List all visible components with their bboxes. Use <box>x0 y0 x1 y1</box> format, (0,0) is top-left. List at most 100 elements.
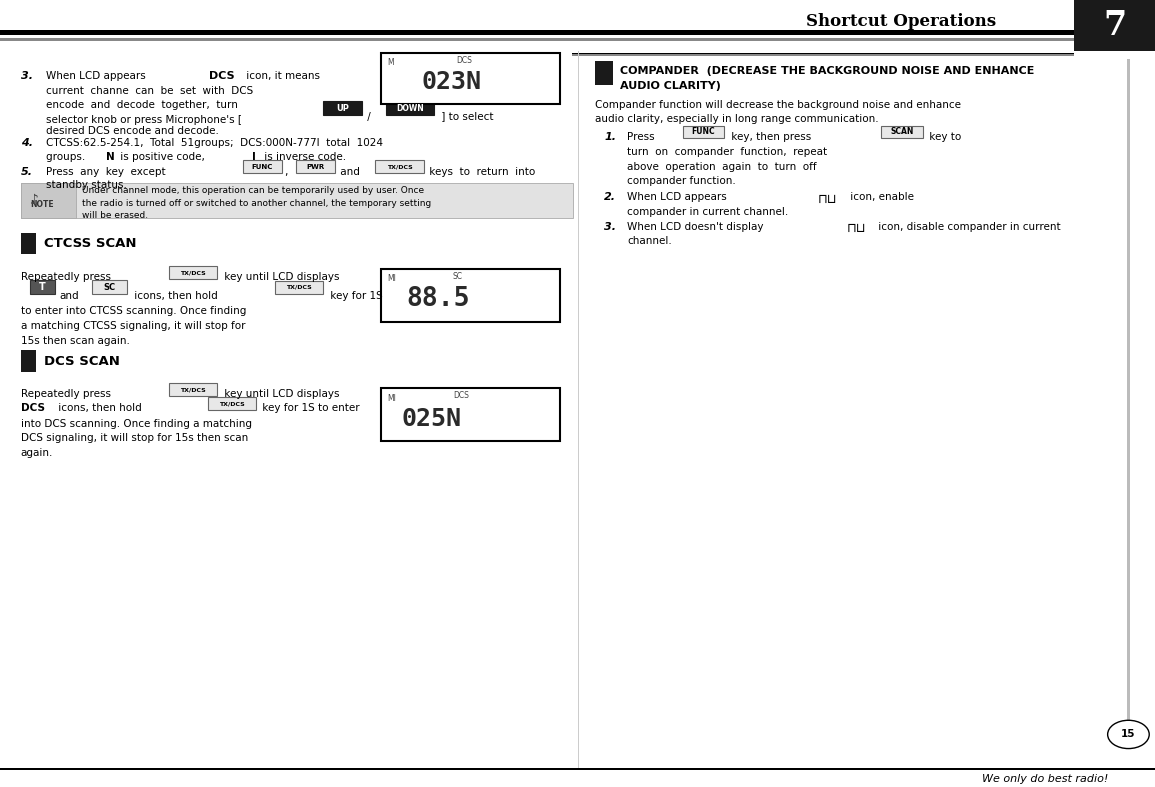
Text: T: T <box>39 282 46 292</box>
Text: 88.5: 88.5 <box>407 286 470 312</box>
Text: 025N: 025N <box>402 407 462 431</box>
Text: channel.: channel. <box>627 236 672 246</box>
Text: compander in current channel.: compander in current channel. <box>627 206 789 216</box>
Text: CTCSS:62.5-254.1,  Total  51groups;  DCS:000N-777I  total  1024: CTCSS:62.5-254.1, Total 51groups; DCS:00… <box>46 139 383 148</box>
Text: icons, then hold: icons, then hold <box>55 403 146 413</box>
Text: UP: UP <box>336 104 349 113</box>
Bar <box>881 126 923 139</box>
Bar <box>208 397 256 410</box>
Text: Under channel mode, this operation can be temporarily used by user. Once
the rad: Under channel mode, this operation can b… <box>82 187 431 220</box>
Text: DCS: DCS <box>456 56 472 65</box>
Text: ,: , <box>284 167 288 176</box>
Bar <box>0 768 1155 770</box>
Bar <box>92 280 127 294</box>
Text: 15: 15 <box>1122 730 1135 740</box>
Text: to enter into CTCSS scanning. Once finding
a matching CTCSS signaling, it will s: to enter into CTCSS scanning. Once findi… <box>21 306 246 346</box>
Bar <box>296 161 335 173</box>
Text: groups.: groups. <box>46 152 89 161</box>
Bar <box>381 53 560 104</box>
Bar <box>0 30 1155 35</box>
Bar <box>169 383 217 396</box>
Text: FUNC: FUNC <box>692 127 715 136</box>
Bar <box>1127 59 1130 742</box>
Text: icon, enable: icon, enable <box>847 193 914 202</box>
Text: 023N: 023N <box>422 70 482 94</box>
Text: ♪: ♪ <box>30 193 39 207</box>
Text: desired DCS encode and decode.: desired DCS encode and decode. <box>46 126 219 135</box>
Text: key for 1S to enter: key for 1S to enter <box>259 403 359 413</box>
Bar <box>169 266 217 279</box>
Text: CTCSS SCAN: CTCSS SCAN <box>44 237 136 250</box>
Text: keys  to  return  into: keys to return into <box>426 167 536 176</box>
Text: 1.: 1. <box>604 132 616 142</box>
Bar <box>323 102 362 115</box>
Text: ] to select: ] to select <box>438 112 493 121</box>
Text: When LCD appears: When LCD appears <box>627 193 726 202</box>
Text: When LCD appears: When LCD appears <box>46 71 149 81</box>
Text: TX/DCS: TX/DCS <box>180 270 206 275</box>
Text: key to: key to <box>926 132 962 142</box>
Text: and: and <box>59 290 79 301</box>
Text: TX/DCS: TX/DCS <box>219 401 245 406</box>
Text: 3.: 3. <box>604 222 616 232</box>
Text: 7: 7 <box>1103 9 1126 42</box>
Text: icon, disable compander in current: icon, disable compander in current <box>875 222 1061 232</box>
Text: 2.: 2. <box>604 193 616 202</box>
Text: ⊓⊔: ⊓⊔ <box>847 222 866 235</box>
Bar <box>21 183 76 218</box>
Text: Compander function will decrease the background noise and enhance
audio clarity,: Compander function will decrease the bac… <box>595 100 961 124</box>
Text: key for 1S: key for 1S <box>327 290 382 301</box>
Text: standby status.: standby status. <box>46 180 127 190</box>
Text: FUNC: FUNC <box>252 164 273 169</box>
Bar <box>21 183 573 218</box>
Text: ⊓⊔: ⊓⊔ <box>818 193 837 205</box>
Bar <box>381 268 560 322</box>
Text: SC: SC <box>453 272 463 281</box>
Bar <box>0 39 1155 41</box>
Text: SC: SC <box>104 283 116 292</box>
Text: DCS SCAN: DCS SCAN <box>44 355 120 368</box>
Bar <box>595 61 613 85</box>
Text: NOTE: NOTE <box>30 200 53 209</box>
Bar <box>683 126 724 139</box>
Text: key until LCD displays: key until LCD displays <box>221 389 340 399</box>
Bar <box>21 232 36 254</box>
Text: MI: MI <box>387 394 396 402</box>
Bar <box>275 281 323 294</box>
Text: N: N <box>106 152 116 161</box>
Text: turn  on  compander  function,  repeat
above  operation  again  to  turn  off
co: turn on compander function, repeat above… <box>627 147 827 187</box>
Text: icons, then hold: icons, then hold <box>131 290 221 301</box>
Text: AUDIO CLARITY): AUDIO CLARITY) <box>620 81 721 91</box>
Text: /: / <box>364 112 374 121</box>
Text: We only do best radio!: We only do best radio! <box>983 774 1109 785</box>
Bar <box>578 51 579 770</box>
Text: PWR: PWR <box>306 164 325 169</box>
Text: DCS: DCS <box>21 403 45 413</box>
Bar <box>1074 0 1155 51</box>
Text: DOWN: DOWN <box>396 104 424 113</box>
Text: Repeatedly press: Repeatedly press <box>21 389 114 399</box>
Text: When LCD doesn't display: When LCD doesn't display <box>627 222 763 232</box>
Text: and: and <box>337 167 364 176</box>
Text: key, then press: key, then press <box>728 132 814 142</box>
Text: 4.: 4. <box>21 139 32 148</box>
Text: current  channe  can  be  set  with  DCS
encode  and  decode  together,  turn
se: current channe can be set with DCS encod… <box>46 86 253 125</box>
Text: I: I <box>252 152 255 161</box>
Bar <box>572 53 1074 54</box>
Text: M: M <box>387 58 394 67</box>
Bar <box>381 388 560 442</box>
Bar <box>386 102 434 115</box>
Text: DCS: DCS <box>209 71 234 81</box>
Text: Press  any  key  except: Press any key except <box>46 167 169 176</box>
Text: key until LCD displays: key until LCD displays <box>221 272 340 282</box>
Bar <box>21 350 36 372</box>
Text: COMPANDER  (DECREASE THE BACKGROUND NOISE AND ENHANCE: COMPANDER (DECREASE THE BACKGROUND NOISE… <box>620 66 1035 76</box>
Text: DCS: DCS <box>453 391 469 400</box>
Text: TX/DCS: TX/DCS <box>180 387 206 392</box>
Text: into DCS scanning. Once finding a matching
DCS signaling, it will stop for 15s t: into DCS scanning. Once finding a matchi… <box>21 419 252 458</box>
Text: SCAN: SCAN <box>891 127 914 136</box>
Text: Shortcut Operations: Shortcut Operations <box>806 13 996 30</box>
Text: TX/DCS: TX/DCS <box>286 285 312 290</box>
Bar <box>375 161 424 173</box>
Bar <box>30 280 55 294</box>
